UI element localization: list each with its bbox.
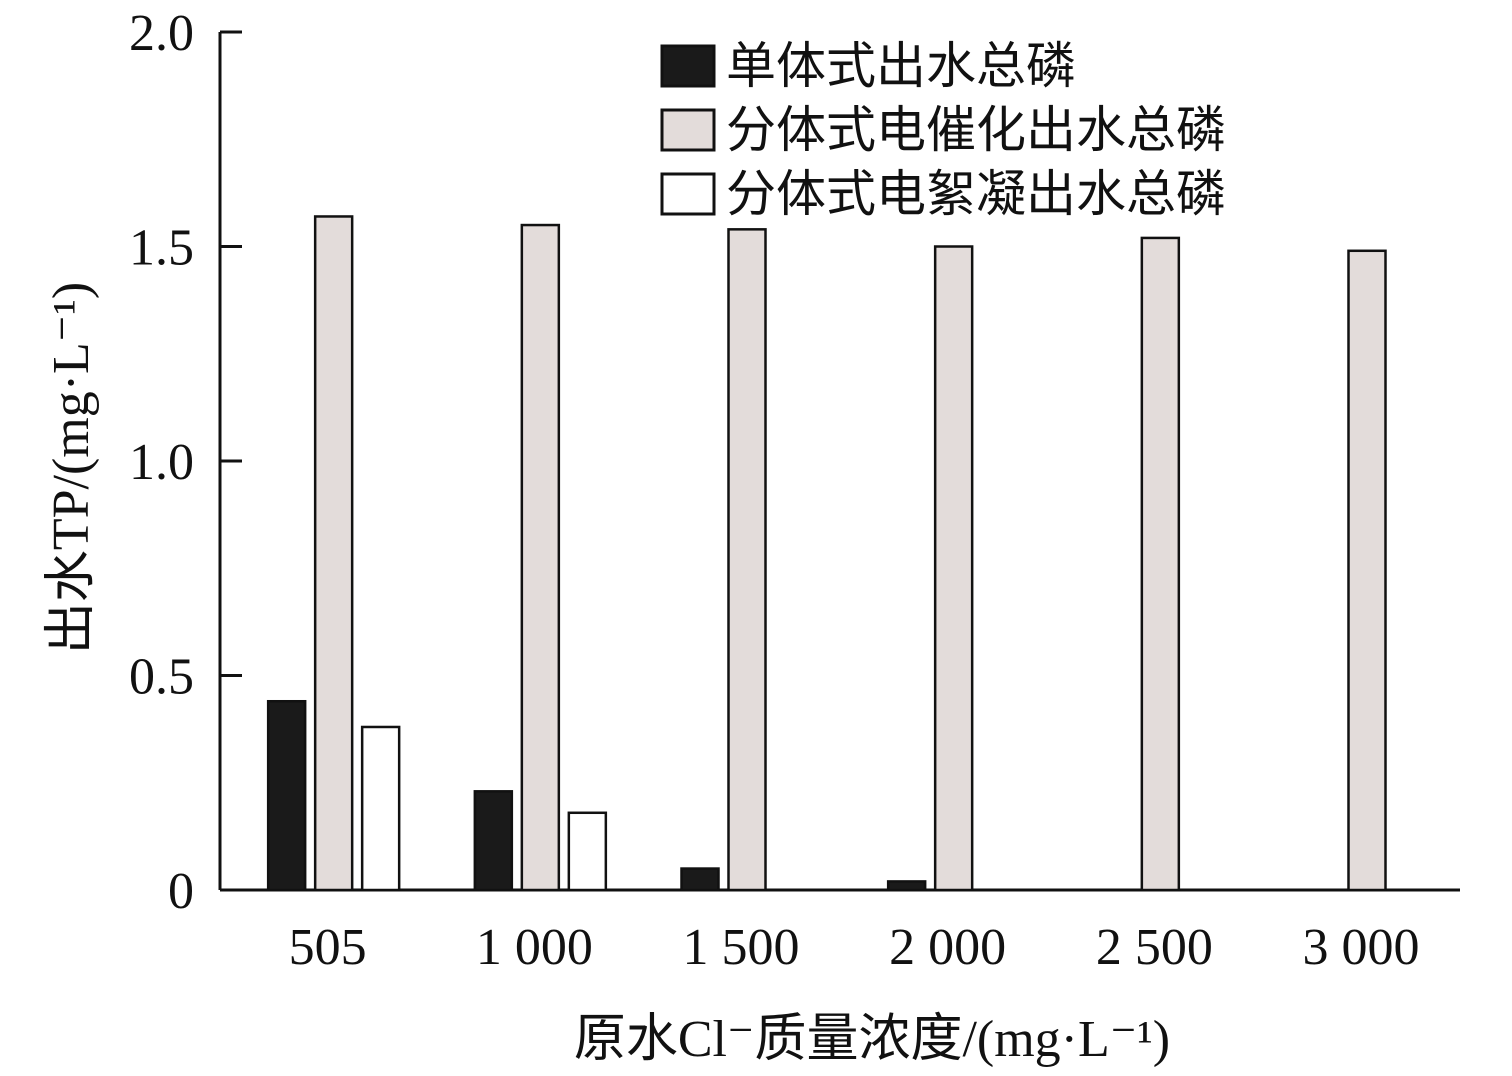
x-tick-label: 3 000 — [1303, 919, 1420, 976]
y-tick-label: 1.0 — [129, 434, 194, 491]
x-tick-label: 505 — [289, 919, 367, 976]
axes — [218, 32, 1460, 892]
legend-swatch — [660, 44, 716, 88]
y-tick-label: 0 — [168, 863, 194, 920]
bar-1-3 — [680, 867, 720, 892]
x-axis-title: 原水Cl⁻质量浓度/(mg·L⁻¹) — [574, 1011, 1170, 1068]
y-tick-label: 2.0 — [129, 5, 194, 62]
x-tick-label: 2 000 — [889, 919, 1006, 976]
bar-2-4 — [933, 245, 974, 892]
legend-swatch — [660, 172, 716, 216]
x-ticks: 505 1 000 1 500 2 000 2 500 3 000 — [289, 919, 1420, 976]
legend-label: 分体式电催化出水总磷 — [726, 101, 1226, 159]
y-ticks: 0 0.5 1.0 1.5 2.0 — [129, 5, 242, 920]
y-axis-title: 出水TP/(mg·L⁻¹) — [43, 282, 100, 654]
x-tick-label: 1 000 — [476, 919, 593, 976]
bar-1-2 — [473, 790, 514, 892]
legend-label: 分体式电絮凝出水总磷 — [726, 165, 1226, 223]
bar-2-6 — [1347, 249, 1387, 892]
bar-1-1 — [266, 699, 307, 892]
bar-1-4 — [886, 880, 927, 892]
bars — [266, 215, 1387, 892]
bar-3-1 — [360, 725, 401, 892]
x-tick-label: 2 500 — [1096, 919, 1213, 976]
y-tick-label: 1.5 — [129, 220, 194, 277]
bar-2-5 — [1140, 236, 1181, 892]
bar-2-1 — [313, 215, 354, 892]
x-tick-label: 1 500 — [683, 919, 800, 976]
y-tick-label: 0.5 — [129, 649, 194, 706]
bar-2-2 — [520, 223, 561, 892]
bar-3-2 — [567, 811, 608, 892]
legend-swatch — [660, 108, 716, 152]
legend-label: 单体式出水总磷 — [726, 37, 1076, 95]
bar-2-3 — [727, 228, 767, 892]
